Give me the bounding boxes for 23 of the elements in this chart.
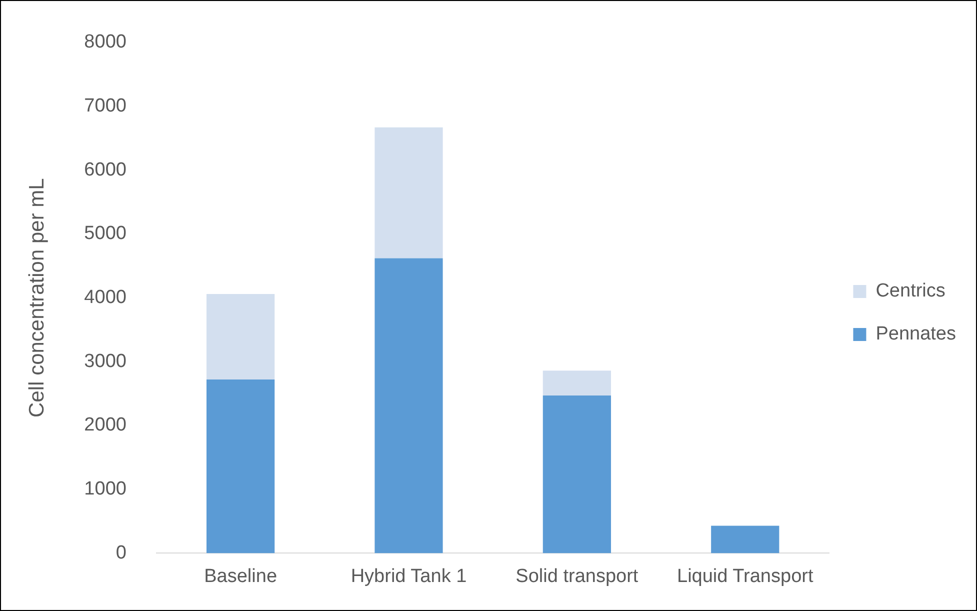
y-tick-label: 3000	[84, 350, 126, 372]
bar	[711, 526, 780, 554]
y-tick-label: 8000	[84, 32, 126, 53]
y-tick-label: 0	[116, 542, 126, 564]
y-tick-label: 6000	[84, 159, 126, 180]
x-tick-label: Solid transport	[516, 566, 639, 587]
bar	[206, 380, 275, 554]
bar	[206, 294, 275, 380]
bar	[374, 258, 443, 554]
bar	[374, 127, 443, 258]
y-tick-label: 4000	[84, 287, 126, 308]
legend-label: Pennates	[876, 324, 956, 345]
y-tick-label: 1000	[84, 478, 126, 500]
y-axis-title: Cell concentration per mL	[25, 178, 48, 418]
bar	[542, 395, 611, 554]
x-tick-label: Liquid Transport	[676, 566, 814, 587]
bar	[542, 370, 611, 396]
legend-label: Centrics	[876, 280, 946, 302]
y-tick-label: 5000	[84, 223, 126, 244]
y-tick-label: 2000	[84, 414, 126, 436]
x-tick-label: Baseline	[204, 566, 278, 587]
y-tick-label: 7000	[84, 95, 126, 116]
x-tick-label: Hybrid Tank 1	[350, 566, 467, 587]
